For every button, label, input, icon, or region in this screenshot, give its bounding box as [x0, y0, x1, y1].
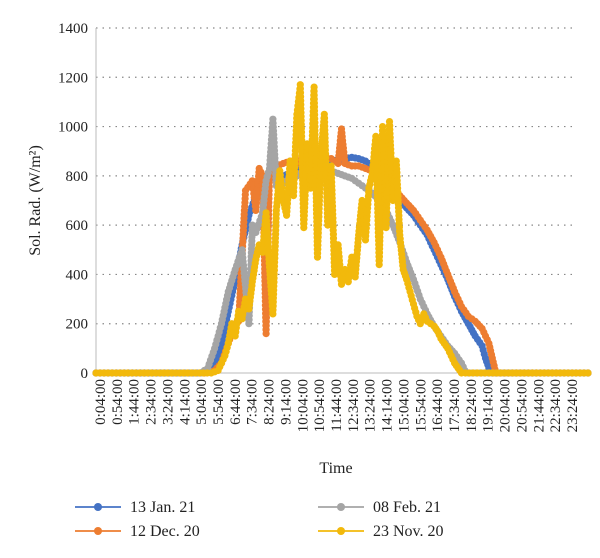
x-tick-label: 0:04:00 — [93, 379, 109, 425]
x-tick-label: 19:14:00 — [481, 379, 497, 432]
x-tick-label: 15:04:00 — [396, 379, 412, 432]
legend-label: 23 Nov. 20 — [373, 523, 444, 540]
x-tick-label: 18:24:00 — [464, 379, 480, 432]
legend-marker — [337, 527, 345, 535]
x-tick-label: 4:14:00 — [177, 379, 193, 425]
x-tick-label: 5:54:00 — [211, 379, 227, 425]
x-axis-title: Time — [319, 460, 352, 477]
x-tick-labels: 0:04:00 0:54:00 1:44:00 2:34:00 3:24:00 4:14:… — [93, 379, 581, 432]
legend-item: 23 Nov. 20 — [318, 523, 444, 540]
y-tick-label: 600 — [66, 218, 89, 234]
x-tick-label: 22:34:00 — [548, 379, 564, 432]
x-tick-label: 20:04:00 — [498, 379, 514, 432]
legend-item: 08 Feb. 21 — [318, 499, 441, 516]
x-tick-label: 9:14:00 — [278, 379, 294, 425]
x-tick-label: 11:44:00 — [329, 379, 345, 432]
x-tick-label: 8:24:00 — [262, 379, 278, 425]
legend-label: 12 Dec. 20 — [130, 523, 200, 540]
series-1 — [92, 125, 592, 377]
x-tick-label: 5:04:00 — [194, 379, 210, 425]
x-tick-label: 21:44:00 — [531, 379, 547, 432]
y-tick-label: 0 — [81, 366, 89, 382]
legend-item: 12 Dec. 20 — [75, 523, 200, 540]
x-tick-label: 17:34:00 — [447, 379, 463, 432]
legend-item: 13 Jan. 21 — [75, 499, 195, 516]
x-tick-label: 10:04:00 — [295, 379, 311, 432]
y-tick-label: 200 — [66, 317, 89, 333]
x-tick-label: 3:24:00 — [160, 379, 176, 425]
legend-marker — [94, 527, 102, 535]
x-tick-label: 20:54:00 — [514, 379, 530, 432]
y-axis-title: Sol. Rad. (W/m²) — [27, 145, 44, 256]
x-tick-label: 1:44:00 — [127, 379, 143, 425]
x-tick-label: 13:24:00 — [363, 379, 379, 432]
data-point — [584, 369, 592, 377]
legend: 13 Jan. 21 08 Feb. 21 12 Dec. 20 23 Nov. 20 — [75, 499, 444, 540]
x-tick-label: 7:34:00 — [245, 379, 261, 425]
legend-marker — [94, 503, 102, 511]
x-tick-label: 2:34:00 — [144, 379, 160, 425]
x-tick-label: 0:54:00 — [110, 379, 126, 425]
legend-label: 08 Feb. 21 — [373, 499, 441, 516]
y-tick-label: 1400 — [58, 21, 88, 37]
series-3 — [92, 81, 592, 377]
series-layer — [92, 81, 592, 377]
y-tick-label: 400 — [66, 267, 89, 283]
axes — [95, 28, 576, 374]
x-tick-label: 12:34:00 — [346, 379, 362, 432]
y-tick-label: 1200 — [58, 70, 88, 86]
x-tick-label: 6:44:00 — [228, 379, 244, 425]
x-tick-label: 16:44:00 — [430, 379, 446, 432]
y-tick-label: 1000 — [58, 120, 88, 136]
x-tick-label: 10:54:00 — [312, 379, 328, 432]
legend-marker — [337, 503, 345, 511]
legend-label: 13 Jan. 21 — [130, 499, 195, 516]
y-tick-label: 800 — [66, 169, 89, 185]
x-tick-label: 14:14:00 — [380, 379, 396, 432]
x-tick-label: 15:54:00 — [413, 379, 429, 432]
y-tick-labels: 0 200 400 600 800 1000 1200 1400 — [58, 21, 88, 382]
x-tick-label: 23:24:00 — [565, 379, 581, 432]
